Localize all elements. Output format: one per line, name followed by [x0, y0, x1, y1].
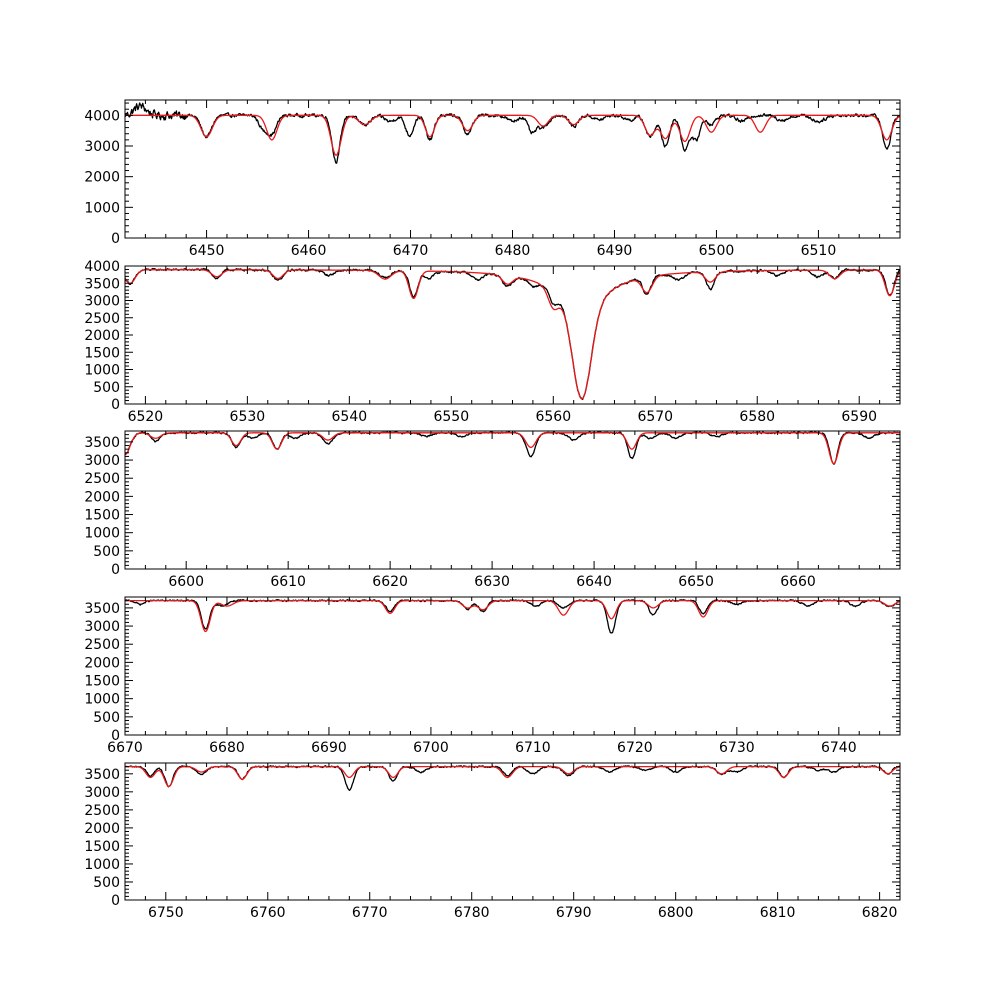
y-tick-label: 2500	[84, 471, 120, 487]
x-tick-label: 6640	[576, 574, 612, 590]
y-tick-label: 1500	[84, 674, 120, 690]
y-tick-label: 2500	[84, 311, 120, 327]
x-tick-label: 6780	[454, 905, 490, 921]
y-tick-label: 3500	[84, 276, 120, 292]
x-tick-label: 6620	[372, 574, 408, 590]
plot-frame	[124, 430, 901, 570]
y-tick-label: 2500	[84, 637, 120, 653]
y-tick-label: 1000	[84, 692, 120, 708]
y-tick-label: 0	[111, 893, 120, 909]
x-tick-label: 6490	[597, 243, 633, 259]
y-tick-label: 2000	[84, 655, 120, 671]
x-tick-label: 6650	[678, 574, 714, 590]
y-tick-label: 500	[93, 544, 120, 560]
y-tick-label: 2000	[84, 328, 120, 344]
x-tick-label: 6550	[433, 409, 469, 425]
model-spectrum-line	[125, 765, 900, 788]
x-tick-label: 6710	[515, 740, 551, 756]
x-tick-label: 6820	[862, 905, 898, 921]
y-tick-label: 3500	[84, 435, 120, 451]
x-tick-label: 6480	[495, 243, 531, 259]
x-tick-label: 6590	[841, 409, 877, 425]
panel-5: 6750 6760 6770 6780 6790 6800 6810 6820 0 500 1000…	[84, 762, 901, 921]
observed-spectrum-line	[125, 267, 900, 401]
model-spectrum-line	[125, 269, 900, 400]
x-tick-label: 6600	[168, 574, 204, 590]
y-tick-label: 3000	[84, 785, 120, 801]
y-tick-label: 1000	[84, 526, 120, 542]
y-tick-label: 1000	[84, 857, 120, 873]
plot-frame	[124, 265, 901, 405]
x-tick-label: 6580	[739, 409, 775, 425]
model-spectrum-line	[125, 114, 900, 156]
y-tick-label: 0	[111, 231, 120, 247]
x-tick-label: 6740	[821, 740, 857, 756]
x-tick-label: 6770	[352, 905, 388, 921]
panel-1: 6450 6460 6470 6480 6490 6500 6510 0 1000 2000 300…	[84, 99, 901, 259]
panel-2: 6520 6530 6540 6550 6560 6570 6580 6590 05001000…	[84, 259, 901, 425]
x-tick-label: 6510	[801, 243, 837, 259]
x-tick-label: 6680	[209, 740, 245, 756]
panel-4: 6670 6680 6690 6700 6710 6720 6730 6740 0 500 1000…	[84, 596, 901, 756]
x-tick-label: 6530	[230, 409, 266, 425]
x-tick-label: 6520	[128, 409, 164, 425]
x-tick-label: 6690	[311, 740, 347, 756]
y-tick-label: 4000	[84, 259, 120, 275]
x-tick-label: 6790	[556, 905, 592, 921]
model-spectrum-line	[125, 432, 900, 465]
x-tick-label: 6570	[637, 409, 673, 425]
y-tick-label: 3000	[84, 619, 120, 635]
x-tick-label: 6460	[291, 243, 327, 259]
y-tick-label: 0	[111, 562, 120, 578]
y-tick-label: 500	[93, 875, 120, 891]
x-tick-label: 6560	[535, 409, 571, 425]
x-tick-label: 6540	[332, 409, 368, 425]
plot-frame	[124, 596, 901, 736]
y-tick-label: 4000	[84, 108, 120, 124]
y-tick-label: 2000	[84, 170, 120, 186]
x-tick-label: 6500	[699, 243, 735, 259]
x-tick-label: 6810	[760, 905, 796, 921]
x-tick-label: 6450	[189, 243, 225, 259]
x-tick-label: 6730	[719, 740, 755, 756]
observed-spectrum-line	[125, 102, 900, 164]
x-tick-label: 6800	[658, 905, 694, 921]
plot-frame	[124, 762, 901, 901]
model-spectrum-line	[125, 599, 900, 633]
y-tick-label: 2000	[84, 489, 120, 505]
x-tick-label: 6660	[780, 574, 816, 590]
x-tick-label: 6700	[413, 740, 449, 756]
y-tick-label: 2000	[84, 821, 120, 837]
y-tick-label: 1500	[84, 839, 120, 855]
x-tick-label: 6470	[393, 243, 429, 259]
y-tick-label: 3500	[84, 601, 120, 617]
y-tick-label: 0	[111, 728, 120, 744]
y-tick-label: 2500	[84, 803, 120, 819]
y-tick-label: 3500	[84, 767, 120, 783]
panel-3: 6600 6610 6620 6630 6640 6650 6660 0 500 1000 1500…	[84, 430, 901, 590]
y-tick-label: 3000	[84, 139, 120, 155]
y-tick-label: 500	[93, 380, 120, 396]
y-tick-label: 0	[111, 397, 120, 413]
y-tick-label: 1000	[84, 363, 120, 379]
y-tick-label: 1500	[84, 508, 120, 524]
x-tick-label: 6760	[250, 905, 286, 921]
y-tick-label: 3000	[84, 294, 120, 310]
y-tick-label: 3000	[84, 453, 120, 469]
x-tick-label: 6720	[617, 740, 653, 756]
x-tick-label: 6630	[474, 574, 510, 590]
x-tick-label: 6610	[270, 574, 306, 590]
observed-spectrum-line	[125, 598, 900, 634]
y-tick-label: 1500	[84, 345, 120, 361]
observed-spectrum-line	[125, 431, 900, 465]
y-tick-label: 500	[93, 710, 120, 726]
x-tick-label: 6670	[107, 740, 143, 756]
y-tick-label: 1000	[84, 200, 120, 216]
x-tick-label: 6750	[148, 905, 184, 921]
